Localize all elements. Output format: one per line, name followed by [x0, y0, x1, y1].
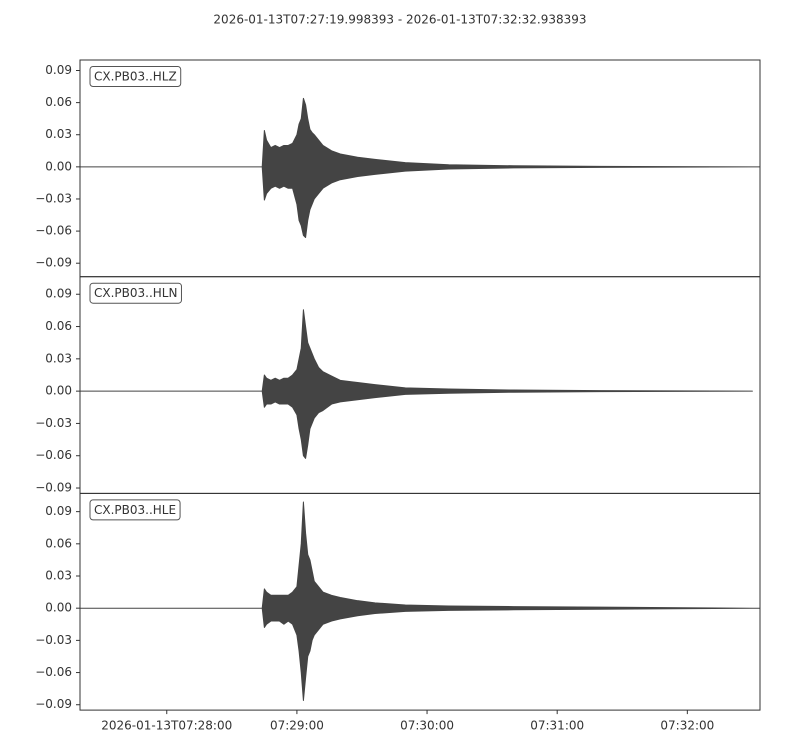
- y-tick-label: 0.06: [45, 95, 72, 109]
- y-tick-label: −0.06: [35, 224, 72, 238]
- x-tick-label: 2026-01-13T07:28:00: [101, 719, 232, 733]
- y-tick-label: −0.06: [35, 448, 72, 462]
- y-tick-label: 0.06: [45, 319, 72, 333]
- trace-label-box: [89, 66, 182, 87]
- trace-label: CX.PB03..HLN: [94, 286, 177, 300]
- y-tick-label: 0.09: [45, 287, 72, 301]
- trace-label: CX.PB03..HLE: [94, 503, 176, 517]
- y-tick-label: 0.03: [45, 569, 72, 583]
- x-tick-label: 07:30:00: [400, 719, 454, 733]
- y-tick-label: −0.09: [35, 256, 72, 270]
- waveform: [79, 97, 761, 239]
- y-tick-label: 0.09: [45, 504, 72, 518]
- y-tick-label: 0.06: [45, 536, 72, 550]
- y-tick-label: 0.00: [45, 159, 72, 173]
- y-tick-label: 0.00: [45, 384, 72, 398]
- trace-label-box: [89, 499, 181, 521]
- axes-frame: [79, 492, 761, 711]
- y-tick-label: −0.09: [35, 481, 72, 495]
- y-tick-label: −0.09: [35, 697, 72, 711]
- x-tick-label: 07:29:00: [270, 719, 324, 733]
- y-tick-label: 0.00: [45, 601, 72, 615]
- x-tick-label: 07:31:00: [530, 719, 584, 733]
- trace-label-box: [89, 282, 182, 304]
- y-tick-label: −0.03: [35, 191, 72, 205]
- x-tick-label: 07:32:00: [660, 719, 714, 733]
- waveform: [79, 309, 753, 459]
- y-tick-label: 0.03: [45, 127, 72, 141]
- chart-title: 2026-01-13T07:27:19.998393 - 2026-01-13T…: [213, 13, 586, 27]
- y-tick-label: −0.03: [35, 416, 72, 430]
- y-tick-label: −0.03: [35, 633, 72, 647]
- axes-frame: [79, 276, 761, 494]
- y-tick-label: 0.09: [45, 63, 72, 77]
- y-tick-label: −0.06: [35, 665, 72, 679]
- y-tick-label: 0.03: [45, 351, 72, 365]
- waveform: [79, 501, 761, 701]
- trace-label: CX.PB03..HLZ: [94, 70, 177, 84]
